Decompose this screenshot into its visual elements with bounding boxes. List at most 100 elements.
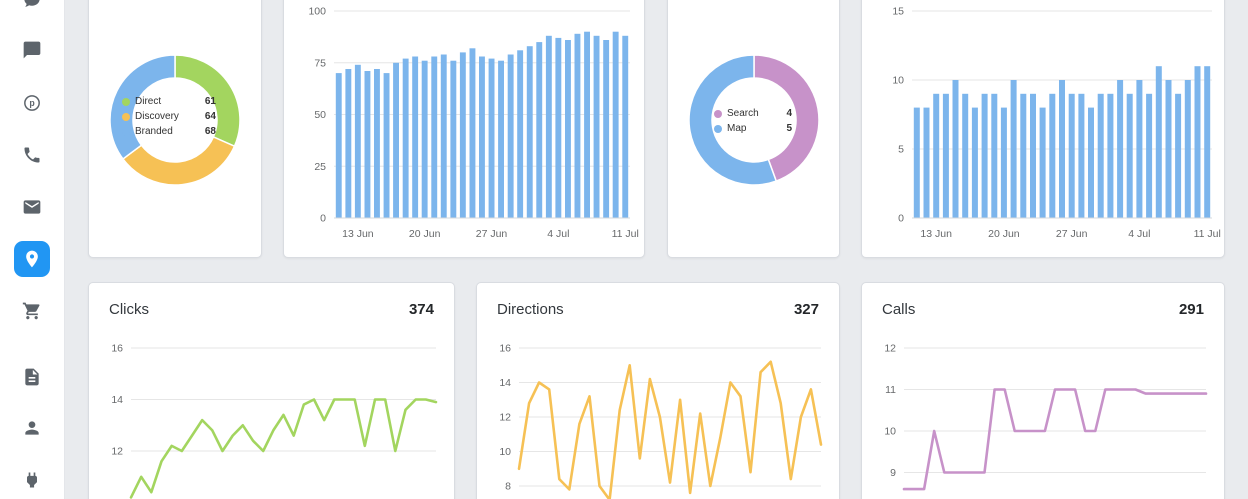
bar[interactable] (942, 93, 949, 218)
sidebar-item-profile[interactable] (14, 410, 50, 446)
bar[interactable] (1059, 80, 1065, 218)
bar[interactable] (1155, 66, 1162, 218)
calls-line-chart: 12 11 10 9 (884, 343, 1208, 491)
y-tick-label: 100 (308, 6, 326, 18)
cart-icon (22, 302, 40, 320)
bar[interactable] (354, 64, 361, 218)
bar[interactable] (555, 37, 562, 219)
bar[interactable] (450, 60, 457, 218)
bar[interactable] (1126, 93, 1133, 218)
sidebar-item-email[interactable] (14, 189, 50, 225)
sidebar-item-locations[interactable] (14, 241, 50, 277)
legend-item-discovery[interactable]: Discovery 64 (122, 109, 216, 124)
donut-slice-search[interactable] (753, 54, 820, 183)
bar[interactable] (459, 52, 466, 219)
bar[interactable] (374, 69, 380, 218)
bar[interactable] (962, 93, 969, 218)
bar[interactable] (1117, 80, 1124, 218)
bar[interactable] (913, 107, 920, 218)
x-tick-label: 13 Jun (920, 228, 952, 240)
bar[interactable] (526, 46, 533, 218)
bar[interactable] (335, 73, 342, 218)
card-search-vs-map: Search 4 Map 5 (667, 0, 840, 258)
bar[interactable] (1136, 80, 1143, 218)
bar[interactable] (536, 42, 543, 218)
bar[interactable] (383, 73, 390, 218)
legend-label: Map (727, 123, 747, 134)
y-tick-label: 12 (111, 446, 123, 458)
bar[interactable] (1078, 93, 1085, 218)
person-icon (25, 421, 39, 435)
bar[interactable] (431, 56, 438, 219)
bar[interactable] (593, 35, 600, 218)
bar[interactable] (364, 71, 371, 218)
bar[interactable] (1030, 93, 1036, 218)
bar[interactable] (1049, 93, 1056, 218)
legend-item-map[interactable]: Map 5 (714, 121, 792, 136)
bar[interactable] (574, 33, 581, 218)
bar[interactable] (603, 40, 610, 218)
bar[interactable] (612, 31, 619, 218)
sidebar-item-shopping[interactable] (14, 293, 50, 329)
bar[interactable] (345, 69, 352, 218)
bar[interactable] (421, 60, 428, 218)
card-clicks: 16 14 12 Clicks 374 (88, 282, 455, 499)
sidebar-item-messages[interactable] (14, 0, 50, 18)
card-title: Clicks (109, 301, 149, 318)
bar[interactable] (1184, 80, 1191, 218)
sidebar-item-phone[interactable] (14, 137, 50, 173)
sidebar-item-pinterest[interactable]: p (14, 85, 50, 121)
bar[interactable] (991, 93, 998, 218)
bar[interactable] (952, 80, 959, 218)
bar[interactable] (1039, 107, 1046, 218)
sidebar-item-documents[interactable] (14, 359, 50, 395)
bar[interactable] (1146, 93, 1153, 218)
bar[interactable] (517, 50, 524, 218)
bar[interactable] (1010, 80, 1017, 218)
bar[interactable] (479, 56, 485, 219)
bar[interactable] (402, 58, 409, 218)
bar[interactable] (1165, 80, 1172, 218)
bar[interactable] (1194, 66, 1201, 218)
bar[interactable] (971, 107, 978, 218)
sidebar-item-integrations[interactable] (14, 462, 50, 498)
bar[interactable] (933, 93, 940, 218)
bar[interactable] (1097, 93, 1104, 218)
sidebar-item-comments[interactable] (14, 32, 50, 68)
comment-icon (23, 41, 41, 59)
bar[interactable] (440, 54, 447, 219)
pinterest-icon: p (24, 95, 40, 111)
card-calls: 12 11 10 9 Calls 291 (861, 282, 1225, 499)
donut-slice-map[interactable] (688, 54, 778, 186)
bar[interactable] (584, 31, 590, 218)
legend-bullet (714, 124, 722, 133)
bar[interactable] (1000, 107, 1007, 218)
bar[interactable] (622, 35, 629, 218)
bar[interactable] (412, 56, 419, 219)
bar[interactable] (981, 93, 988, 218)
bar[interactable] (1020, 93, 1027, 218)
bar[interactable] (469, 48, 476, 218)
legend-item-direct[interactable]: Direct 61 (122, 94, 216, 109)
bar[interactable] (545, 35, 552, 218)
bar[interactable] (1175, 93, 1182, 218)
bar[interactable] (498, 60, 504, 218)
envelope-icon (23, 200, 41, 214)
bar[interactable] (1088, 107, 1094, 218)
bar[interactable] (1068, 93, 1075, 218)
bar[interactable] (923, 107, 930, 218)
bar[interactable] (1204, 66, 1211, 218)
bar[interactable] (393, 62, 399, 219)
y-tick-label: 14 (499, 377, 511, 389)
bar[interactable] (507, 54, 514, 219)
y-tick-label: 8 (505, 481, 511, 493)
legend-item-search[interactable]: Search 4 (714, 106, 792, 121)
bar[interactable] (488, 58, 495, 218)
bar[interactable] (565, 40, 571, 218)
search-map-donut-chart (688, 54, 820, 186)
bar[interactable] (1107, 93, 1114, 218)
x-tick-label: 27 Jun (1056, 228, 1088, 240)
legend-item-branded[interactable]: Branded 68 (122, 124, 216, 139)
x-tick-label: 20 Jun (988, 228, 1020, 240)
line-series (129, 398, 438, 499)
